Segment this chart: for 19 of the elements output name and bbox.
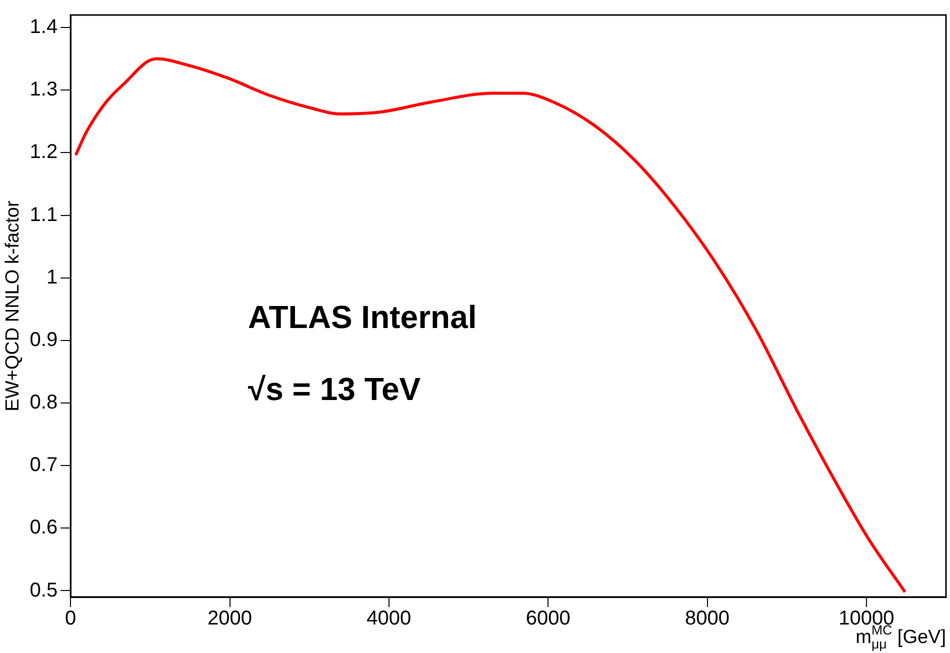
x-tick-label: 0: [65, 608, 76, 630]
y-tick-label: 0.7: [30, 454, 58, 476]
x-tick-label: 8000: [685, 608, 730, 630]
y-tick-label: 0.8: [30, 392, 58, 414]
y-tick-label: 1.2: [30, 141, 58, 164]
x-tick-label: 2000: [208, 608, 252, 630]
y-tick-label: 0.6: [30, 516, 58, 539]
y-tick-label: 1: [46, 266, 58, 288]
y-tick-label: 1.1: [30, 204, 58, 226]
annotation: ATLAS Internal: [248, 299, 477, 335]
annotation: √s = 13 TeV: [248, 371, 422, 407]
y-tick-label: 0.9: [30, 328, 58, 351]
x-tick-label: 6000: [526, 608, 570, 630]
line-series: [74, 57, 907, 594]
y-axis-title: EW+QCD NNLO k-factor: [2, 200, 24, 412]
y-tick-label: 0.5: [30, 579, 58, 602]
x-tick-label: 4000: [366, 608, 412, 630]
y-tick-label: 1.3: [30, 78, 58, 101]
y-tick-label: 1.4: [30, 16, 58, 38]
